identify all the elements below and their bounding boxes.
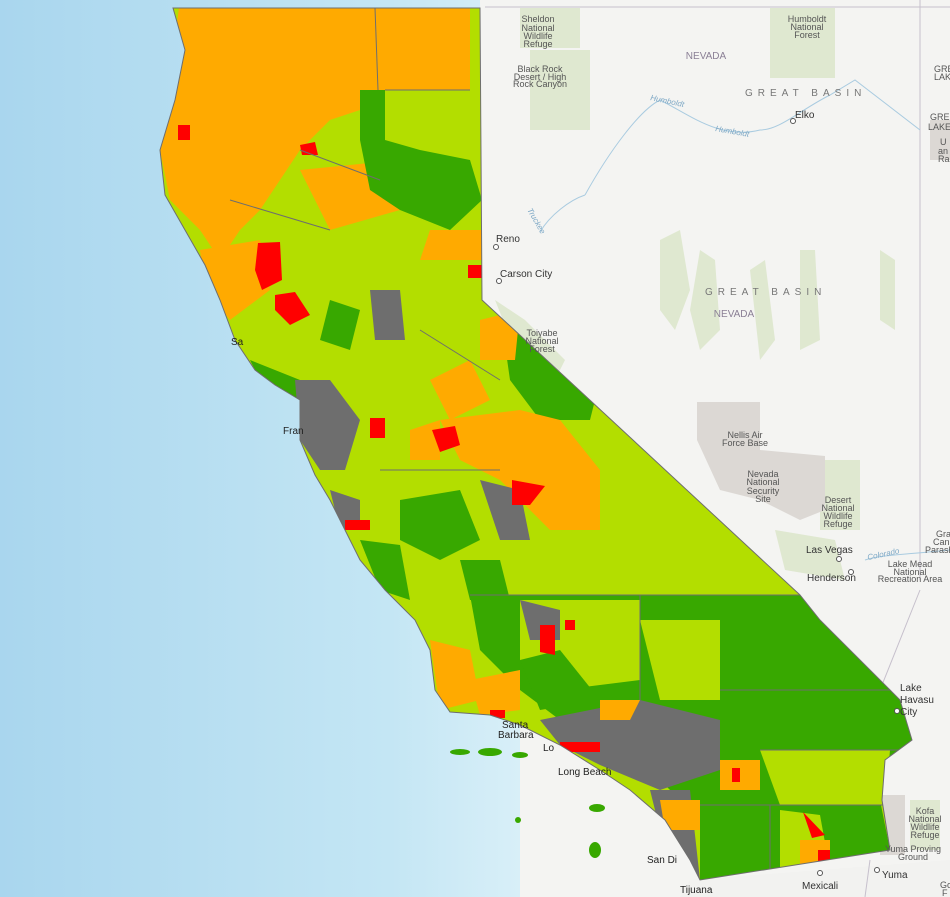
- svg-text:GraCanParash: GraCanParash: [925, 529, 950, 555]
- svg-text:Long Beach: Long Beach: [558, 767, 611, 778]
- svg-text:Elko: Elko: [795, 110, 815, 121]
- svg-text:GREAT BASIN: GREAT BASIN: [745, 88, 866, 99]
- svg-text:NEVADA: NEVADA: [686, 51, 727, 62]
- protected-areas: [495, 8, 940, 850]
- svg-text:Lo: Lo: [543, 743, 555, 754]
- svg-text:Las Vegas: Las Vegas: [806, 545, 853, 556]
- rivers: [539, 79, 950, 561]
- svg-text:Henderson: Henderson: [807, 573, 856, 584]
- svg-text:Carson City: Carson City: [500, 269, 552, 280]
- svg-text:GoF: Go F: [940, 880, 950, 897]
- svg-text:Reno: Reno: [496, 234, 520, 245]
- svg-text:San Di: San Di: [647, 855, 677, 866]
- channel-islands: [450, 748, 605, 858]
- map-labels: Sheldon National Wildlife Refuge Humboldt Na…: [231, 14, 950, 897]
- state-boundaries: [485, 0, 950, 897]
- svg-text:GREAT BASIN: GREAT BASIN: [705, 287, 826, 298]
- svg-text:Sa: Sa: [231, 337, 244, 348]
- svg-text:Yuma: Yuma: [882, 870, 908, 881]
- svg-text:Mexicali: Mexicali: [802, 881, 838, 892]
- svg-text:Tijuana: Tijuana: [680, 885, 713, 896]
- land-baja: [680, 860, 950, 897]
- svg-text:NEVADA: NEVADA: [714, 309, 755, 320]
- svg-text:Fran: Fran: [283, 426, 304, 437]
